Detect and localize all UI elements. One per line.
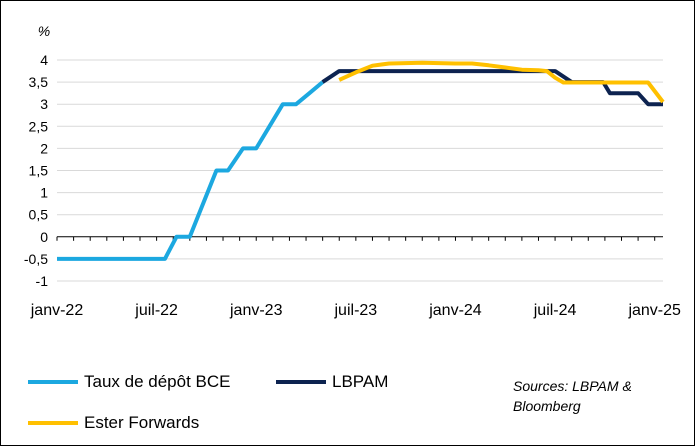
legend-swatch [28, 380, 78, 384]
x-tick-label: juil-22 [134, 302, 178, 319]
legend-item-lbpam: LBPAM [276, 372, 388, 392]
legend-label: Taux de dépôt BCE [84, 372, 231, 391]
y-tick-label: 3 [40, 96, 48, 112]
legend-swatch [276, 380, 326, 384]
series-line-lbpam [321, 69, 663, 107]
y-tick-label: 1,5 [29, 163, 49, 179]
legend-swatch [28, 421, 78, 425]
y-axis-label: % [38, 23, 50, 39]
y-tick-label: -0,5 [24, 251, 48, 267]
series-line-taux-de-d-p-t-bce [57, 80, 324, 261]
series-line-ester-forwards [338, 60, 665, 104]
x-tick-label: janv-25 [627, 302, 681, 319]
y-tick-label: 2 [40, 140, 48, 156]
x-tick-label: janv-23 [229, 302, 283, 319]
y-tick-label: 0 [40, 229, 48, 245]
y-tick-label: 3,5 [29, 74, 49, 90]
x-tick-label: juil-24 [533, 302, 577, 319]
y-tick-label: 1 [40, 185, 48, 201]
x-tick-label: janv-22 [30, 302, 84, 319]
legend-label: Ester Forwards [84, 413, 200, 432]
y-tick-label: 0,5 [29, 207, 49, 223]
legend-label: LBPAM [332, 372, 389, 391]
y-tick-label: 4 [40, 52, 48, 68]
legend-item-taux-de-depot-bce: Taux de dépôt BCE [28, 372, 230, 392]
x-tick-label: juil-23 [334, 302, 378, 319]
legend-item-ester-forwards: Ester Forwards [28, 413, 199, 433]
x-tick-label: janv-24 [428, 302, 482, 319]
y-tick-label: -1 [36, 273, 49, 289]
y-tick-label: 2,5 [29, 118, 49, 134]
sources-note: Sources: LBPAM & Bloomberg [513, 378, 632, 414]
line-chart: -1 -0,5 0 0,5 1 1,5 2 2,5 3 3,5 4% janv-22 juil-22 ja… [24, 23, 681, 319]
